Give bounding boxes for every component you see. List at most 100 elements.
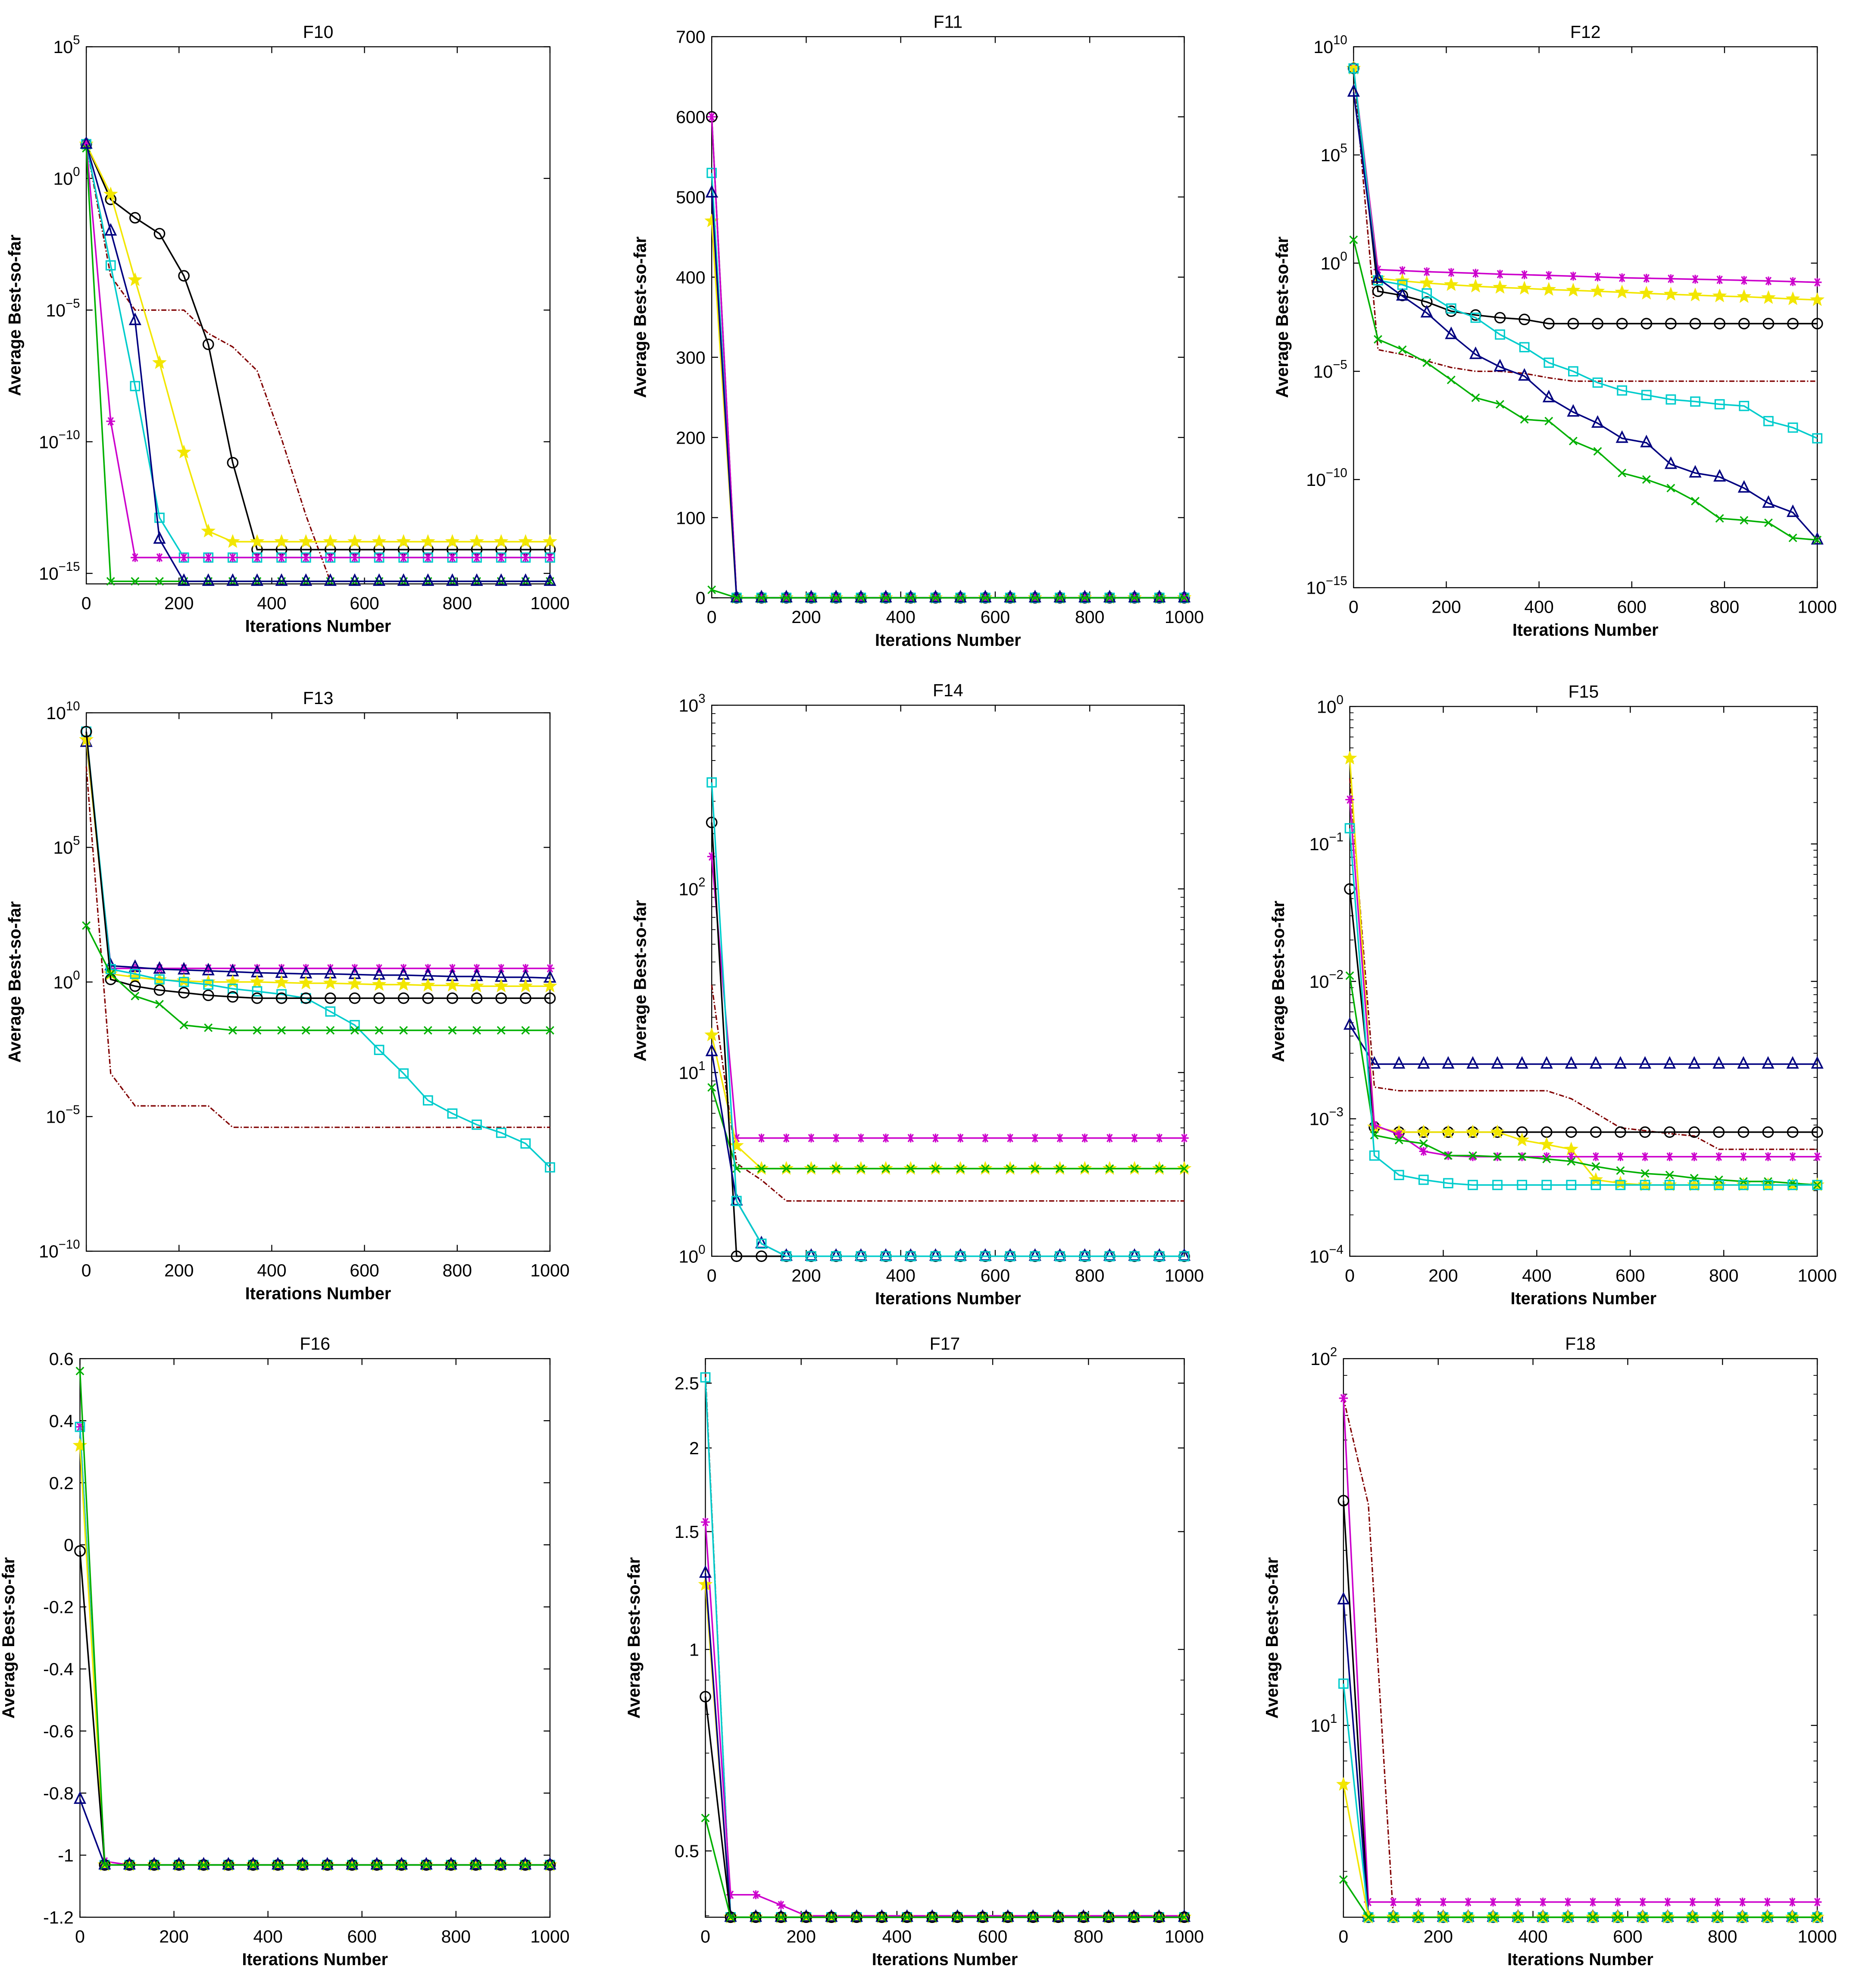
x-tick-label: 200 (1423, 1926, 1453, 1946)
x-tick-label: 200 (1431, 597, 1461, 617)
circle-marker (1664, 1126, 1675, 1138)
triangle-marker (1591, 415, 1604, 428)
square-marker (806, 1251, 816, 1262)
asterisk-marker (1488, 1897, 1498, 1907)
triangle-marker (1494, 359, 1506, 372)
x-marker (179, 1021, 188, 1030)
x-marker (1593, 447, 1602, 456)
x-marker (1513, 1913, 1522, 1922)
asterisk-marker (375, 553, 384, 562)
star-marker (1441, 1124, 1456, 1139)
asterisk-marker (1538, 1897, 1547, 1907)
triangle-marker (1589, 1056, 1602, 1069)
triangle-marker (1001, 1909, 1014, 1922)
asterisk-marker (521, 964, 530, 973)
triangle-marker (1052, 1909, 1065, 1922)
square-marker (398, 1068, 409, 1079)
x-marker (701, 1813, 710, 1822)
series-line (1343, 1879, 1818, 1918)
square-marker (1129, 1251, 1140, 1262)
y-tick-label: 10−5 (46, 1103, 80, 1127)
triangle-marker (148, 1857, 161, 1870)
triangle-marker (1713, 469, 1726, 482)
x-marker (1056, 593, 1064, 602)
triangle-marker (1663, 1056, 1676, 1069)
triangle-marker (469, 1857, 482, 1870)
square-marker (1591, 1180, 1601, 1190)
square-marker (1422, 288, 1432, 299)
series-line (85, 144, 550, 551)
x-marker (953, 1913, 962, 1922)
x-marker (375, 1026, 384, 1035)
x-tick-label: 1000 (530, 1261, 569, 1280)
asterisk-marker (1591, 1152, 1600, 1161)
square-marker (1005, 1251, 1016, 1262)
series-line (711, 1087, 1184, 1170)
circle-marker (1762, 1126, 1774, 1138)
square-marker (520, 1138, 531, 1149)
star-marker (396, 534, 411, 548)
y-tick-label: 700 (676, 27, 705, 47)
x-marker (199, 1860, 208, 1869)
series-none-line (85, 767, 550, 1128)
x-marker (422, 1860, 431, 1869)
x-marker (1031, 1164, 1040, 1173)
chart-title: F17 (930, 1334, 960, 1354)
asterisk-marker (701, 1518, 710, 1527)
asterisk-marker (131, 964, 140, 973)
star-marker (543, 978, 557, 992)
square-marker (1104, 1251, 1115, 1262)
square-marker (1344, 823, 1355, 833)
triangle-marker (850, 1909, 863, 1922)
triangle-marker (250, 573, 264, 586)
x-marker (1641, 1169, 1650, 1178)
triangle-marker (951, 1909, 964, 1922)
x-tick-label: 200 (786, 1926, 816, 1946)
asterisk-marker (277, 553, 286, 562)
x-marker (881, 1164, 891, 1173)
asterisk-marker (1364, 1897, 1373, 1907)
series-line (85, 767, 550, 1128)
x-tick-label: 200 (164, 593, 194, 613)
square-marker (325, 1006, 336, 1017)
x-tick-label: 1000 (1165, 607, 1204, 627)
x-tick-label: 0 (1349, 597, 1359, 617)
square-marker (1666, 394, 1676, 405)
asterisk-marker (931, 1133, 940, 1143)
x-marker (1638, 1913, 1647, 1922)
asterisk-marker (1713, 1897, 1722, 1907)
x-tick-label: 600 (1617, 597, 1647, 617)
x-tick-label: 800 (1709, 1265, 1738, 1285)
asterisk-marker (1398, 266, 1407, 275)
x-axis-label: Iterations Number (875, 631, 1021, 650)
circle-marker (1688, 1126, 1700, 1138)
asterisk-marker (1691, 275, 1700, 284)
triangle-marker (544, 1857, 556, 1870)
series-triangle-line (80, 136, 556, 586)
y-tick-label: 10−15 (39, 560, 80, 584)
circle-marker (397, 992, 409, 1004)
asterisk-marker (1638, 1897, 1647, 1907)
y-tick-label: 10−4 (1309, 1243, 1344, 1267)
star-marker (1416, 1124, 1431, 1139)
square-marker (1738, 1180, 1749, 1190)
triangle-marker (1153, 1909, 1166, 1922)
subplot-f10: 0 200 400 600 800 1000 105 100 10−5 10−10 10−15 F10… (6, 22, 570, 636)
series-line (711, 589, 1184, 599)
star-marker (1466, 1124, 1480, 1139)
star-marker (128, 272, 143, 286)
star-marker (176, 445, 191, 459)
x-marker (1155, 1913, 1163, 1922)
triangle-marker (275, 573, 288, 586)
subplot-f17: 0 200 400 600 800 1000 2.5 2 1.5 1 0.5 F17 Iteration… (625, 1334, 1204, 1969)
star-marker (494, 978, 509, 992)
x-marker (1419, 1139, 1428, 1148)
star-marker (396, 977, 411, 991)
x-marker (1105, 1164, 1114, 1173)
triangle-marker (1343, 1017, 1356, 1030)
triangle-marker (755, 589, 768, 603)
y-tick-label: 102 (1310, 1345, 1337, 1369)
x-marker (298, 1860, 307, 1869)
star-marker (704, 1027, 719, 1042)
y-tick-label: 10−5 (46, 296, 80, 320)
